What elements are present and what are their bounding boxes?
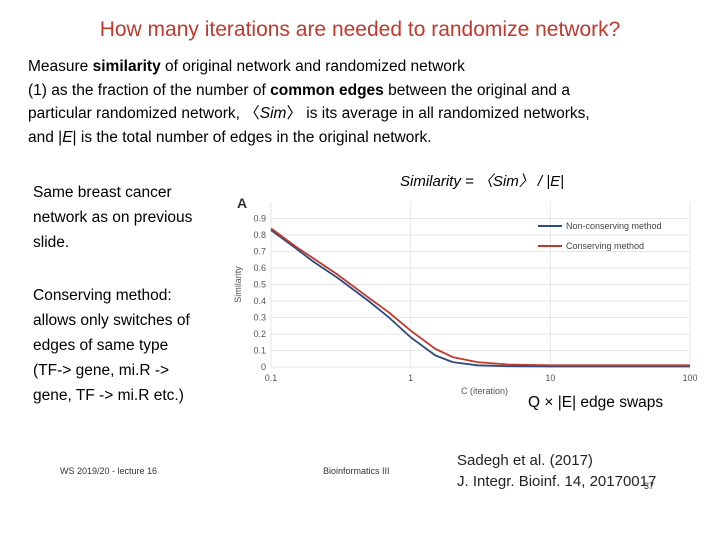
- note-line: Same breast cancer: [33, 184, 172, 201]
- y-tick-label: 0.8: [253, 230, 266, 240]
- x-tick-label: 100: [682, 373, 697, 383]
- intro-bold-similarity: similarity: [92, 58, 161, 75]
- note-line: gene, TF -> mi.R etc.): [33, 387, 184, 404]
- note-line: allows only switches of: [33, 312, 190, 329]
- intro-italic-e: E: [62, 128, 73, 146]
- intro-line-4: and |E| is the total number of edges in …: [28, 126, 698, 150]
- intro-text: between the original and a: [383, 81, 570, 99]
- slide-title: How many iterations are needed to random…: [99, 18, 621, 41]
- x-axis-label: C (iteration): [461, 386, 508, 396]
- note-line: network as on previous: [33, 209, 193, 226]
- y-tick-label: 0.6: [253, 263, 266, 273]
- legend-label: Conserving method: [566, 241, 644, 251]
- note-same-network: Same breast cancer network as on previou…: [33, 180, 192, 255]
- reference-journal: J. Integr. Bioinf. 14, 20170017: [457, 473, 657, 490]
- intro-line-1: Measure similarity of original network a…: [28, 55, 698, 79]
- x-tick-label: 1: [408, 373, 413, 383]
- y-tick-label: 0.5: [253, 280, 266, 290]
- series-line-conserving: [270, 227, 690, 367]
- intro-bold-common-edges: common edges: [270, 81, 384, 99]
- note-line: slide.: [33, 234, 70, 251]
- intro-line-3: particular randomized network, 〈Sim〉 is …: [28, 102, 698, 126]
- intro-text: Measure: [28, 58, 93, 75]
- footer-course: Bioinformatics III: [323, 466, 390, 476]
- x-tick-label: 0.1: [265, 373, 278, 383]
- y-tick-label: 0.2: [253, 329, 266, 339]
- intro-text: particular randomized network, 〈: [28, 105, 260, 122]
- footer-lecture: WS 2019/20 - lecture 16: [60, 466, 158, 476]
- y-tick-label: 0.3: [253, 313, 266, 323]
- y-axis-label: Similarity: [233, 266, 243, 303]
- intro-italic-sim: Sim: [259, 105, 287, 122]
- note-conserving-method: Conserving method: allows only switches …: [33, 283, 190, 408]
- intro-text: (1) as the fraction of the number of: [28, 81, 271, 99]
- note-line: (TF-> gene, mi.R ->: [33, 362, 170, 379]
- y-tick-label: 0.1: [253, 346, 266, 356]
- note-line: edges of same type: [33, 337, 169, 354]
- y-tick-label: 0: [261, 362, 266, 372]
- y-tick-label: 0.9: [253, 214, 266, 224]
- y-tick-label: 0.7: [253, 247, 266, 257]
- reference-authors: Sadegh et al. (2017): [457, 452, 593, 469]
- page-number: 37: [644, 481, 655, 491]
- intro-paragraph: Measure similarity of original network a…: [28, 55, 698, 149]
- reference: Sadegh et al. (2017) J. Integr. Bioinf. …: [457, 450, 656, 492]
- intro-text: | is the total number of edges in the or…: [72, 128, 432, 146]
- panel-label: A: [237, 195, 247, 211]
- similarity-formula: Similarity = 〈Sim〉 / |E|: [400, 173, 565, 190]
- x-tick-label: 10: [545, 373, 555, 383]
- y-tick-label: 0.4: [253, 296, 266, 306]
- note-line: Conserving method:: [33, 287, 172, 304]
- legend-label: Non-conserving method: [566, 221, 662, 231]
- series-line-non-conserving: [270, 229, 690, 368]
- intro-line-2: (1) as the fraction of the number of com…: [28, 79, 698, 103]
- edge-swaps-label: Q × |E| edge swaps: [528, 394, 664, 411]
- intro-text: 〉 is its average in all randomized netwo…: [286, 105, 590, 122]
- intro-text: and |: [28, 128, 63, 146]
- intro-text: of original network and randomized netwo…: [160, 58, 465, 75]
- similarity-chart: A00.10.20.30.40.50.60.70.80.90.1 1 10 100C …: [233, 195, 698, 396]
